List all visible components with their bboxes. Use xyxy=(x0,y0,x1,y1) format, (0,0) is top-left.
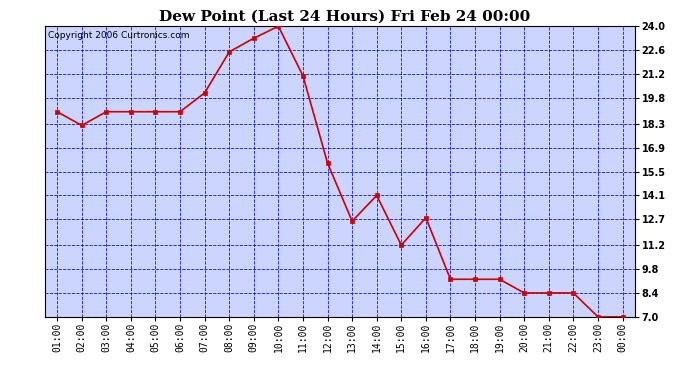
Text: Dew Point (Last 24 Hours) Fri Feb 24 00:00: Dew Point (Last 24 Hours) Fri Feb 24 00:… xyxy=(159,9,531,23)
Text: Copyright 2006 Curtronics.com: Copyright 2006 Curtronics.com xyxy=(48,31,189,40)
